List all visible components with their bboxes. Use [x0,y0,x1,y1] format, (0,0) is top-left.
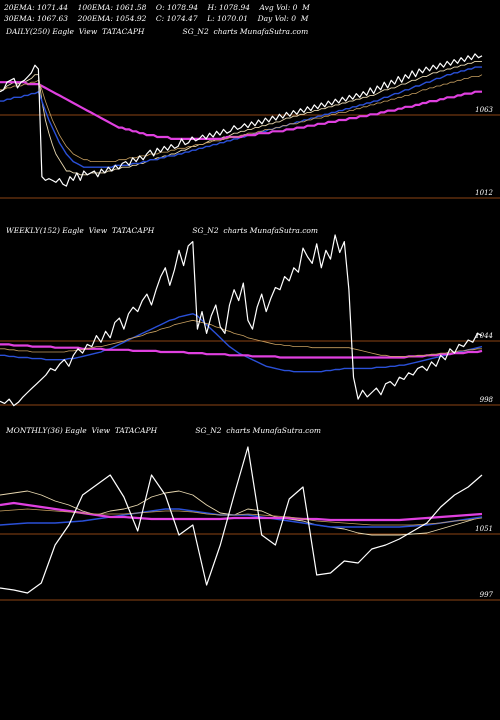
daily-panel-title: DAILY(250) Eagle View TATACAPH SG_N2 cha… [6,27,309,36]
weekly-level-label: 998 [480,396,494,404]
monthly-ema-short-line [0,490,483,536]
monthly-ema-mid-line [0,508,483,526]
weekly-panel-title: WEEKLY(152) Eagle View TATACAPH SG_N2 ch… [6,226,319,235]
header-line-2: 30EMA: 1067.63 200EMA: 1054.92 C: 1074.4… [4,14,309,23]
weekly-price-line [0,234,483,407]
daily-price-line [0,53,483,187]
weekly-ema-mid-line [0,319,482,357]
monthly-panel-title: MONTHLY(36) Eagle View TATACAPH SG_N2 ch… [6,426,321,435]
monthly-ema-blue-line [0,508,483,528]
daily-panel: 1063 1012 [0,53,500,199]
weekly-ema-blue-line [0,313,483,373]
weekly-level-label: 1044 [475,332,493,340]
monthly-price-line [0,446,483,594]
weekly-ema-magenta-line [0,343,483,359]
monthly-panel: 1051 997 [0,446,500,601]
daily-ema-short-line [0,60,482,176]
weekly-panel: 1044 998 [0,234,500,407]
daily-level-label: 1063 [475,106,493,114]
monthly-level-label: 997 [480,591,494,599]
daily-level-label: 1012 [475,189,493,197]
daily-ema-magenta-line [0,81,482,140]
header-line-1: 20EMA: 1071.44 100EMA: 1061.58 O: 1078.9… [4,3,310,12]
daily-ema-mid-line [0,74,483,163]
monthly-level-label: 1051 [475,525,493,533]
